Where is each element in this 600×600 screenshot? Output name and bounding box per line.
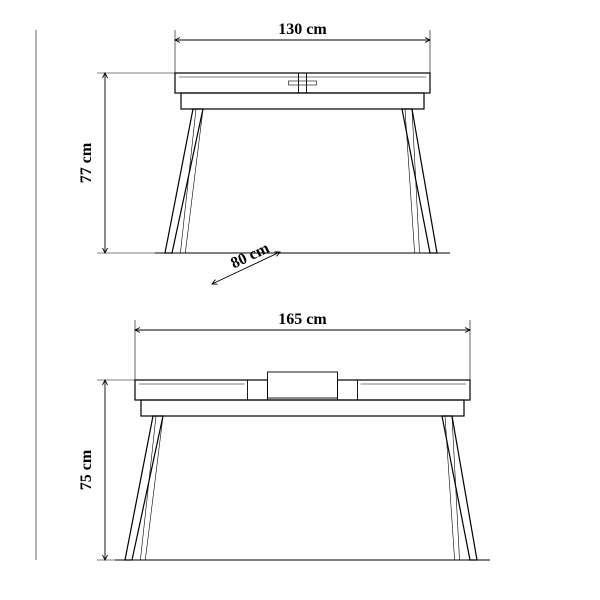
dim-bottom-width-label: 165 cm xyxy=(278,311,327,328)
dim-bottom-height-label: 75 cm xyxy=(78,449,95,490)
dimension-drawing: 130 cm 77 cm 80 cm 165 cm 75 cm xyxy=(0,0,600,600)
dim-depth-label: 80 cm xyxy=(228,239,272,272)
table-closed xyxy=(175,73,430,109)
table-leg xyxy=(442,416,477,560)
table-leg xyxy=(165,109,203,253)
dim-top-width-label: 130 cm xyxy=(278,21,327,38)
dim-top-height-label: 77 cm xyxy=(78,142,95,183)
table-leg xyxy=(402,109,437,253)
table-leg xyxy=(125,416,163,560)
table-extended xyxy=(135,372,470,416)
